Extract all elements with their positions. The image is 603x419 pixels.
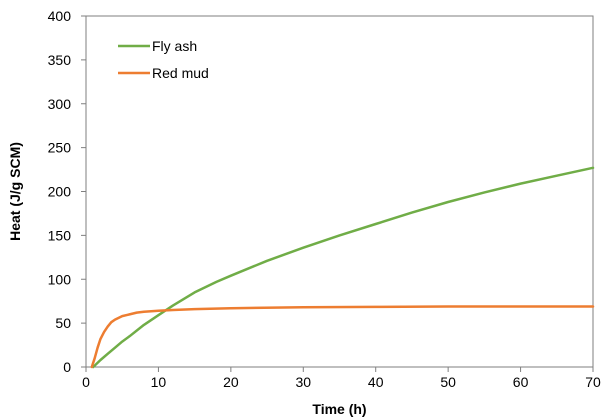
x-tick-label: 30 — [295, 374, 311, 390]
y-tick-label: 0 — [63, 359, 71, 375]
legend-label: Red mud — [152, 65, 209, 81]
y-axis-title: Heat (J/g SCM) — [7, 142, 23, 241]
y-tick-label: 400 — [48, 8, 72, 24]
y-tick-label: 350 — [48, 52, 72, 68]
series-line-red-mud — [90, 305, 595, 369]
y-tick-label: 200 — [48, 184, 72, 200]
x-tick-label: 10 — [151, 374, 167, 390]
series-layer — [90, 166, 595, 369]
series-line-fly-ash — [91, 166, 595, 369]
legend: Fly ash Red mud — [118, 38, 209, 81]
x-tick-label: 20 — [223, 374, 239, 390]
y-tick-label: 250 — [48, 140, 72, 156]
y-tick-label: 100 — [48, 271, 72, 287]
x-tick-label: 50 — [440, 374, 456, 390]
y-tick-label: 300 — [48, 96, 72, 112]
x-tick-label: 0 — [82, 374, 90, 390]
x-axis-title: Time (h) — [312, 401, 366, 417]
y-tick-label: 150 — [48, 227, 72, 243]
x-tick-label: 40 — [368, 374, 384, 390]
x-tick-label: 70 — [585, 374, 601, 390]
x-tick-label: 60 — [513, 374, 529, 390]
y-tick-label: 50 — [55, 315, 71, 331]
axis-ticks: 0 10 20 30 40 50 60 70 0 50 100 150 200 250 300 350 400 — [48, 8, 601, 390]
legend-label: Fly ash — [152, 38, 197, 54]
